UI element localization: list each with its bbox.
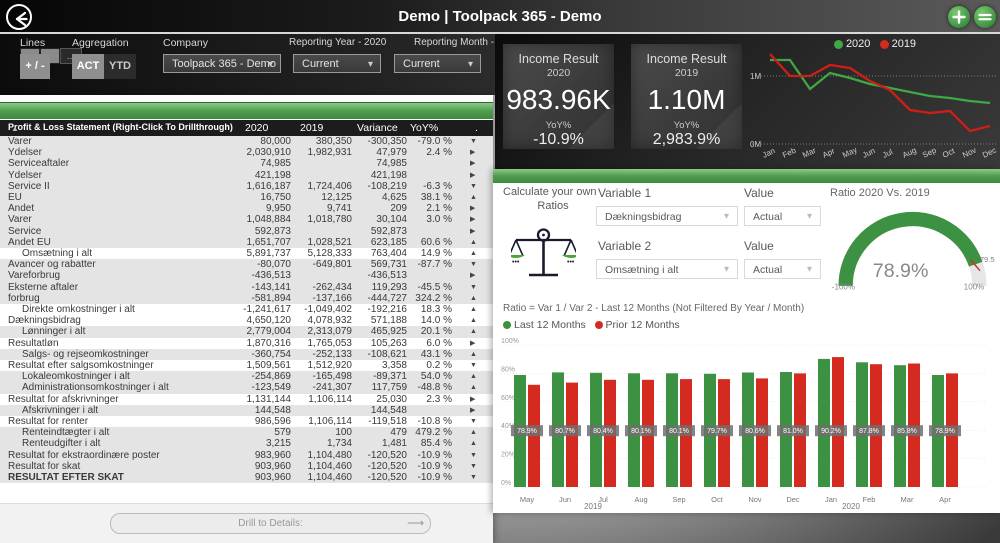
- svg-text:Jun: Jun: [861, 146, 877, 160]
- svg-text:79.5%: 79.5%: [980, 255, 995, 264]
- svg-text:Aug: Aug: [634, 495, 647, 504]
- svg-text:80.4%: 80.4%: [593, 428, 613, 435]
- svg-text:2020: 2020: [842, 502, 860, 511]
- svg-text:60%: 60%: [501, 395, 515, 402]
- svg-text:Apr: Apr: [939, 495, 951, 504]
- svg-text:Jul: Jul: [881, 147, 894, 160]
- svg-text:80.1%: 80.1%: [669, 428, 689, 435]
- svg-text:May: May: [841, 145, 859, 160]
- svg-text:85.8%: 85.8%: [897, 428, 917, 435]
- svg-text:Aug: Aug: [901, 146, 918, 160]
- svg-text:Dec: Dec: [786, 495, 800, 504]
- svg-text:80%: 80%: [501, 366, 515, 373]
- svg-text:80.7%: 80.7%: [555, 428, 575, 435]
- svg-text:Oct: Oct: [711, 495, 724, 504]
- svg-text:1M: 1M: [750, 72, 761, 81]
- svg-text:•••: •••: [512, 259, 520, 266]
- svg-text:Sep: Sep: [921, 145, 938, 159]
- svg-text:81.0%: 81.0%: [783, 428, 803, 435]
- svg-text:78.9%: 78.9%: [517, 428, 537, 435]
- svg-text:Mar: Mar: [801, 146, 818, 160]
- svg-text:0%: 0%: [501, 480, 511, 487]
- svg-text:-100%: -100%: [832, 282, 855, 291]
- svg-text:Jan: Jan: [761, 146, 777, 160]
- svg-text:Dec: Dec: [981, 146, 998, 160]
- svg-text:•••: •••: [567, 259, 575, 266]
- svg-text:100%: 100%: [964, 282, 985, 291]
- svg-text:Mar: Mar: [901, 495, 914, 504]
- svg-text:78.9%: 78.9%: [935, 428, 955, 435]
- svg-text:Sep: Sep: [672, 495, 685, 504]
- svg-text:78.9%: 78.9%: [873, 260, 929, 282]
- svg-text:Feb: Feb: [781, 146, 798, 160]
- svg-text:87.8%: 87.8%: [859, 428, 879, 435]
- svg-text:Oct: Oct: [941, 146, 957, 160]
- svg-text:79.7%: 79.7%: [707, 428, 727, 435]
- svg-text:80.6%: 80.6%: [745, 428, 765, 435]
- svg-text:Apr: Apr: [821, 146, 836, 160]
- svg-text:Jan: Jan: [825, 495, 837, 504]
- svg-text:Nov: Nov: [961, 146, 978, 160]
- svg-text:100%: 100%: [501, 338, 519, 345]
- svg-text:May: May: [520, 495, 534, 504]
- svg-text:80.1%: 80.1%: [631, 428, 651, 435]
- svg-text:2019: 2019: [584, 502, 602, 511]
- svg-text:90.2%: 90.2%: [821, 428, 841, 435]
- svg-text:20%: 20%: [501, 452, 515, 459]
- svg-text:Nov: Nov: [748, 495, 762, 504]
- svg-text:Feb: Feb: [863, 495, 876, 504]
- svg-text:Jun: Jun: [559, 495, 571, 504]
- svg-text:0M: 0M: [750, 140, 761, 149]
